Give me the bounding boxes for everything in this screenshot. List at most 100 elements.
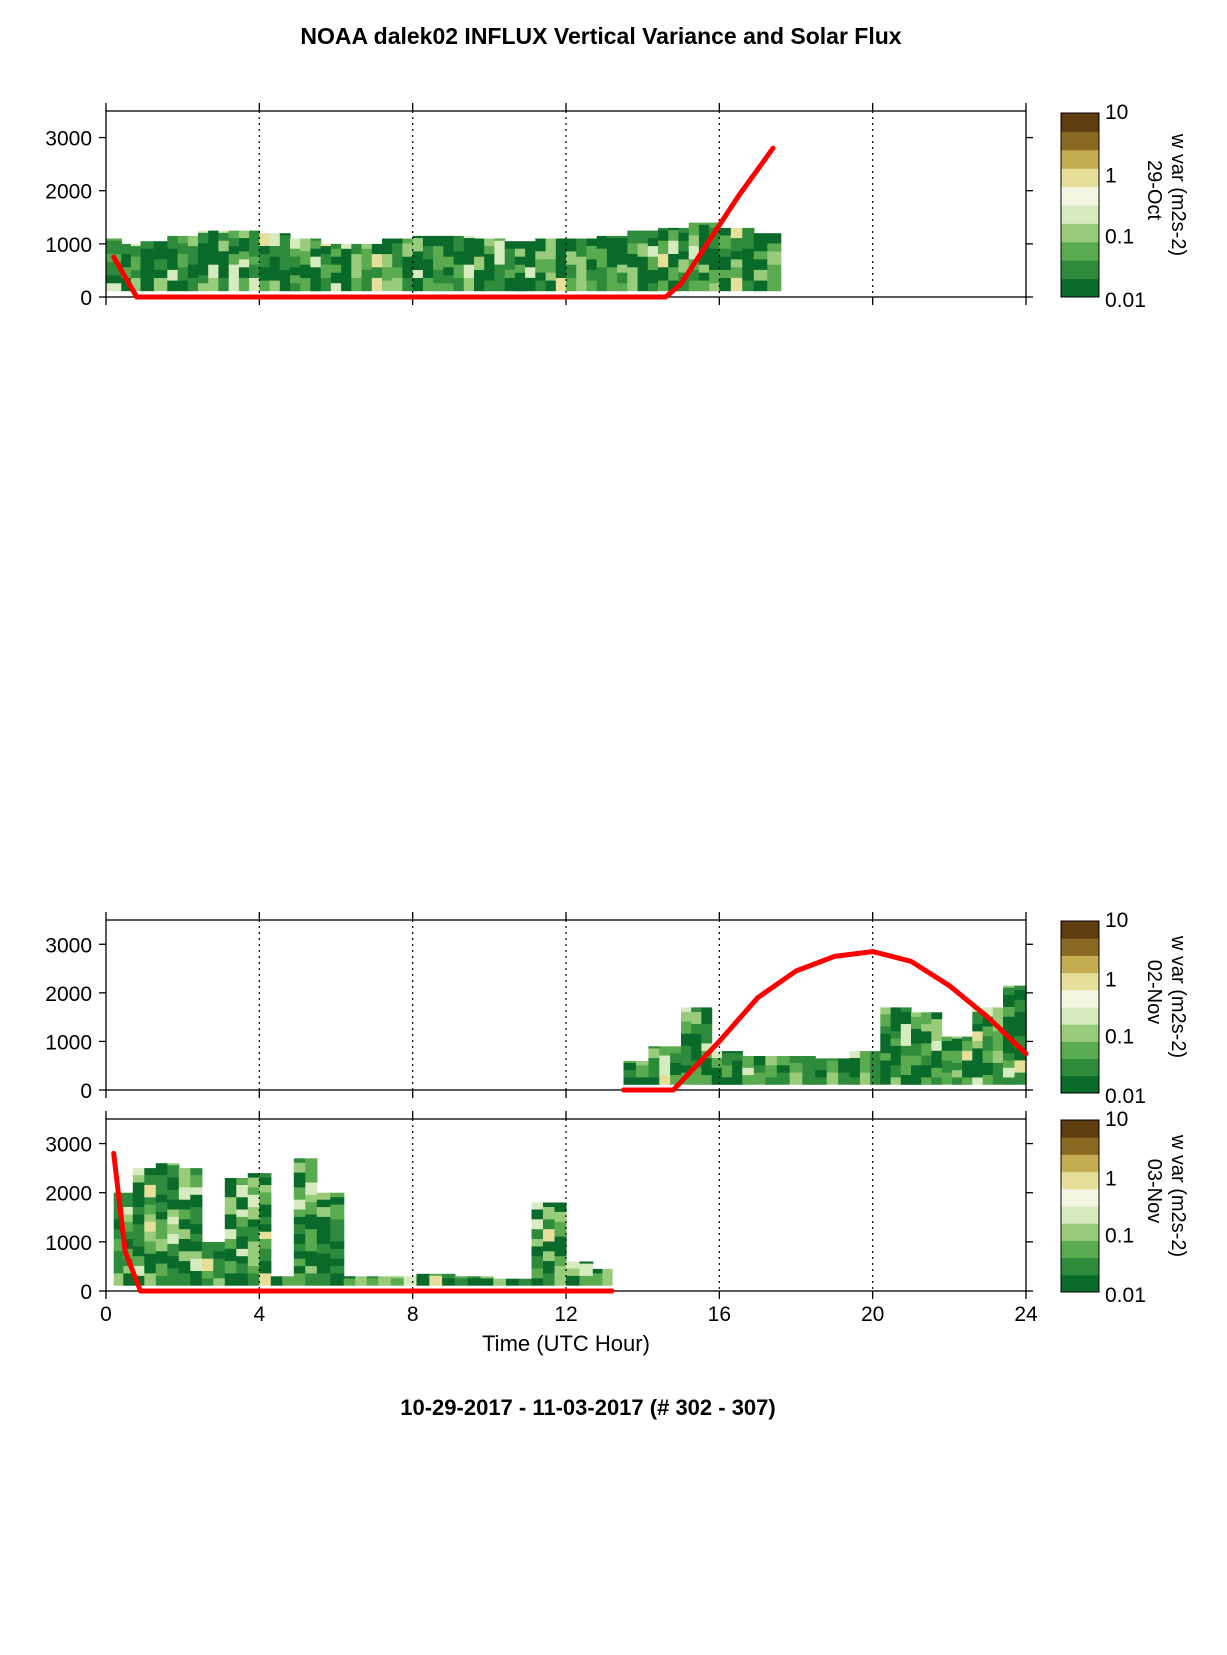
heatmap-cell — [648, 1057, 660, 1068]
heatmap-cell — [121, 243, 132, 255]
heatmap-cell — [144, 1272, 157, 1286]
heatmap-cell — [838, 1072, 851, 1085]
heatmap-cell — [218, 240, 230, 252]
heatmap-cell — [691, 1052, 702, 1061]
heatmap-cell — [330, 1248, 345, 1259]
heatmap-cell — [596, 280, 608, 292]
heatmap-cell — [709, 222, 720, 228]
heatmap-cell — [167, 1189, 180, 1200]
heatmap-cell — [525, 253, 536, 268]
heatmap-cell — [293, 1243, 306, 1252]
heatmap-cell — [228, 272, 240, 281]
heatmap-cell — [531, 1245, 544, 1257]
heatmap-cell — [493, 1278, 507, 1286]
heatmap-cell — [218, 250, 230, 265]
heatmap-cell — [316, 1236, 331, 1244]
colorbar-swatch — [1061, 955, 1099, 974]
heatmap-cell — [691, 1042, 702, 1054]
heatmap-cell — [849, 1051, 861, 1058]
heatmap-cell — [198, 232, 209, 244]
heatmap-cell — [681, 1052, 692, 1066]
heatmap-cell — [293, 1199, 306, 1210]
heatmap-cell — [566, 238, 577, 244]
heatmap-cell — [900, 1074, 912, 1085]
heatmap-cell — [390, 1276, 405, 1279]
heatmap-cell — [290, 266, 301, 276]
heatmap-cell — [249, 242, 260, 257]
heatmap-cell — [201, 1277, 214, 1286]
heatmap-cell — [776, 1072, 791, 1085]
heatmap-cell — [293, 1186, 306, 1200]
heatmap-cell — [579, 1263, 594, 1276]
heatmap-cell — [238, 230, 250, 239]
heatmap-cell — [484, 261, 495, 273]
heatmap-cell — [670, 1062, 682, 1075]
colorbar-label: w var (m2s-2) — [1167, 133, 1189, 256]
heatmap-cell — [617, 256, 628, 265]
heatmap-cell — [293, 1158, 306, 1163]
heatmap-cell — [412, 237, 424, 252]
heatmap-cell — [443, 274, 455, 284]
heatmap-cell — [951, 1038, 963, 1051]
heatmap-cell — [658, 280, 669, 292]
heatmap-cell — [698, 222, 710, 225]
heatmap-cell — [178, 1208, 191, 1220]
heatmap-cell — [123, 1213, 134, 1222]
heatmap-cell — [742, 1074, 755, 1085]
heatmap-cell — [753, 233, 768, 241]
heatmap-cell — [623, 1060, 637, 1063]
heatmap-cell — [730, 250, 743, 260]
heatmap-cell — [190, 1258, 203, 1271]
heatmap-cell — [531, 1255, 544, 1269]
heatmap-cell — [555, 238, 567, 252]
heatmap-cell — [545, 238, 557, 249]
y-tick-label: 1000 — [45, 1232, 92, 1255]
heatmap-cell — [224, 1204, 237, 1215]
heatmap-cell — [228, 264, 240, 273]
colorbar-swatch — [1061, 1024, 1099, 1042]
colorbar-swatch — [1061, 1120, 1099, 1138]
heatmap-cell — [802, 1059, 816, 1071]
heatmap-cell — [730, 266, 743, 278]
heatmap-cell — [371, 253, 383, 268]
heatmap-cell — [627, 242, 639, 254]
heatmap-cell — [198, 230, 209, 233]
heatmap-cell — [566, 250, 577, 265]
heatmap-cell — [596, 235, 608, 239]
heatmap-cells — [106, 222, 782, 292]
heatmap-cell — [900, 1062, 912, 1075]
heatmap-cell — [341, 243, 352, 249]
heatmap-cell — [826, 1058, 839, 1061]
heatmap-cell — [144, 1231, 157, 1242]
heatmap-cell — [802, 1076, 816, 1085]
heatmap-cell — [153, 269, 168, 278]
colorbar: 0.01 0.1 1 10 w var (m2s-2)29-Oct — [1060, 101, 1189, 312]
heatmap-cell — [123, 1196, 134, 1207]
heatmap-cell — [320, 253, 332, 265]
heatmap-cell — [402, 242, 414, 257]
heatmap-cell — [627, 230, 639, 244]
heatmap-cell — [623, 1076, 637, 1085]
heatmap-cell — [658, 227, 669, 231]
heatmap-cell — [412, 235, 424, 239]
heatmap-cell — [320, 264, 332, 278]
heatmap-cell — [753, 280, 768, 292]
heatmap-cell — [412, 250, 424, 262]
heatmap-cell — [698, 237, 710, 247]
heatmap-cell — [701, 1007, 713, 1012]
heatmap-cell — [815, 1069, 828, 1078]
heatmap-cell — [789, 1056, 803, 1063]
heatmap-cell — [1003, 1042, 1016, 1054]
heatmap-cell — [972, 1011, 984, 1024]
heatmap-cell — [767, 242, 782, 252]
heatmap-cell — [351, 243, 363, 255]
heatmap-cell — [709, 269, 720, 284]
heatmap-cell — [201, 1270, 214, 1279]
heatmap-cell — [474, 256, 485, 270]
heatmap-cell — [224, 1213, 237, 1222]
heatmap-cell — [155, 1231, 168, 1239]
heatmap-cell — [951, 1076, 963, 1085]
heatmap-cell — [480, 1277, 494, 1286]
heatmap-cell — [1014, 985, 1027, 991]
x-tick-label: 4 — [253, 1303, 265, 1326]
